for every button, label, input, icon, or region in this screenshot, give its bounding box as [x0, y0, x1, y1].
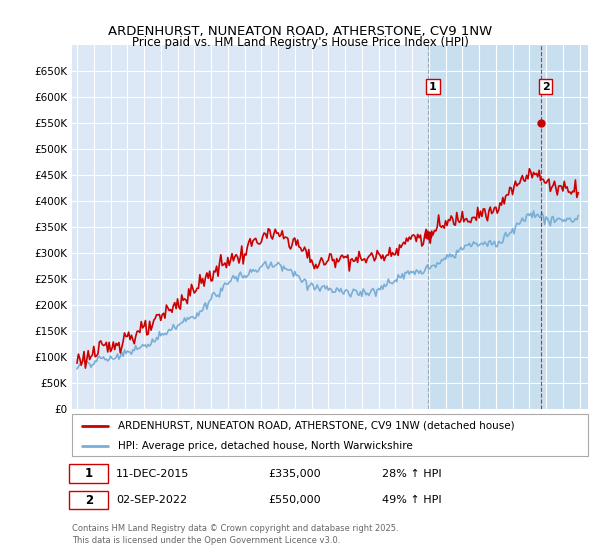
- Text: £550,000: £550,000: [268, 495, 321, 505]
- Text: HPI: Average price, detached house, North Warwickshire: HPI: Average price, detached house, Nort…: [118, 441, 413, 451]
- Text: Price paid vs. HM Land Registry's House Price Index (HPI): Price paid vs. HM Land Registry's House …: [131, 36, 469, 49]
- Text: Contains HM Land Registry data © Crown copyright and database right 2025.
This d: Contains HM Land Registry data © Crown c…: [72, 524, 398, 545]
- FancyBboxPatch shape: [70, 491, 108, 509]
- Bar: [428, 45, 600, 409]
- Text: 1: 1: [429, 82, 437, 92]
- Text: 02-SEP-2022: 02-SEP-2022: [116, 495, 187, 505]
- FancyBboxPatch shape: [70, 464, 108, 483]
- Text: 2: 2: [542, 82, 550, 92]
- Text: 28% ↑ HPI: 28% ↑ HPI: [382, 469, 441, 479]
- Text: 1: 1: [85, 467, 93, 480]
- FancyBboxPatch shape: [72, 414, 588, 456]
- Text: 11-DEC-2015: 11-DEC-2015: [116, 469, 189, 479]
- Text: 49% ↑ HPI: 49% ↑ HPI: [382, 495, 441, 505]
- Text: ARDENHURST, NUNEATON ROAD, ATHERSTONE, CV9 1NW (detached house): ARDENHURST, NUNEATON ROAD, ATHERSTONE, C…: [118, 421, 515, 431]
- Text: £335,000: £335,000: [268, 469, 321, 479]
- Text: 2: 2: [85, 493, 93, 507]
- Text: ARDENHURST, NUNEATON ROAD, ATHERSTONE, CV9 1NW: ARDENHURST, NUNEATON ROAD, ATHERSTONE, C…: [108, 25, 492, 38]
